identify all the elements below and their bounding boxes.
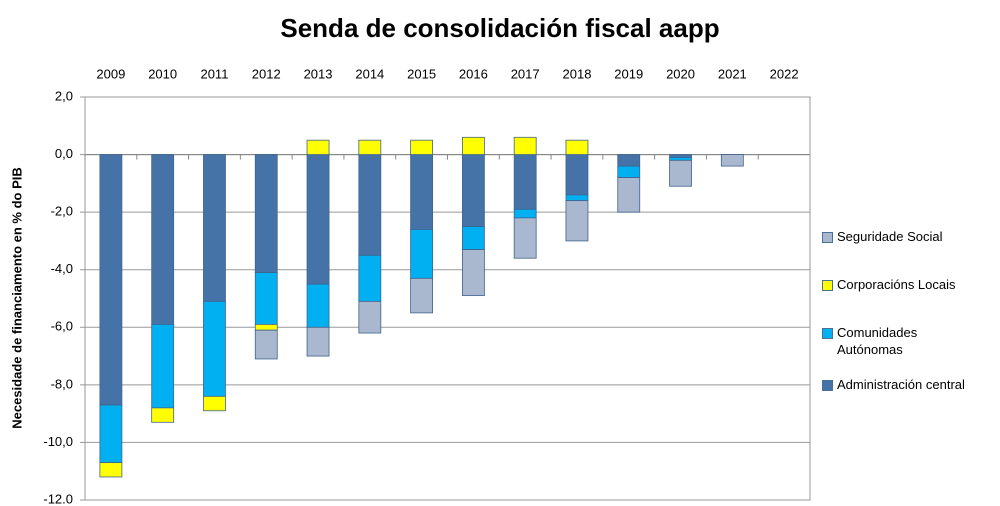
bar-segment	[565, 200, 589, 242]
bar-segment	[617, 154, 641, 167]
bar-segment	[461, 154, 485, 227]
bar-segment	[306, 283, 330, 328]
y-tick-label: -2,0	[51, 204, 73, 219]
chart-title: Senda de consolidación fiscal aapp	[280, 13, 719, 43]
x-tick-label: 2022	[770, 66, 799, 81]
legend-item: Administración central	[822, 376, 1000, 424]
bar-segment	[565, 154, 589, 196]
bar-segment	[254, 329, 278, 360]
x-tick-label: 2017	[511, 66, 540, 81]
bar-segment	[306, 154, 330, 285]
x-tick-label: 2009	[96, 66, 125, 81]
legend-swatch	[822, 232, 833, 243]
bar-segment	[99, 404, 123, 463]
legend-item: Comunidades Autónomas	[822, 324, 1000, 376]
y-tick-label: 2,0	[55, 88, 73, 103]
y-tick-label: 0,0	[55, 146, 73, 161]
bar-segment	[410, 277, 434, 314]
bar-segment	[99, 154, 123, 406]
y-tick-label: -4,0	[51, 261, 73, 276]
bar-segment	[720, 154, 744, 167]
x-tick-label: 2020	[666, 66, 695, 81]
bar-segment	[151, 324, 175, 409]
bar-segment	[565, 194, 589, 202]
legend-item: Seguridade Social	[822, 228, 1000, 276]
y-tick-label: -8,0	[51, 376, 73, 391]
bar-segment	[410, 229, 434, 279]
bar-segment	[306, 139, 330, 155]
bar-segment	[669, 157, 692, 161]
bar-segment	[617, 165, 641, 178]
y-tick-label: -6,0	[51, 319, 73, 334]
legend-swatch	[822, 380, 833, 391]
bar-segment	[203, 395, 226, 412]
x-tick-label: 2014	[355, 66, 384, 81]
bar-segment	[617, 177, 641, 213]
bar-segment	[461, 226, 485, 250]
legend-swatch	[822, 280, 833, 291]
legend-item: Corporacións Locais	[822, 276, 1000, 324]
bar-segment	[565, 139, 589, 155]
bar-segment	[513, 136, 537, 155]
bar-segment	[254, 272, 278, 325]
bar-segment	[461, 249, 485, 297]
bar-segment	[410, 139, 434, 155]
bar-segment	[461, 136, 485, 155]
bar-segment	[254, 154, 278, 273]
x-tick-label: 2016	[459, 66, 488, 81]
legend-label: Seguridade Social	[837, 229, 943, 244]
x-tick-label: 2012	[252, 66, 281, 81]
y-axis-label: Necesidade de financiamento en % do PIB	[9, 167, 24, 429]
legend-swatch	[822, 328, 833, 339]
bar-segment	[513, 154, 537, 210]
x-tick-label: 2015	[407, 66, 436, 81]
bar-segment	[203, 154, 226, 302]
legend: Seguridade Social Corporacións Locais Comu…	[822, 228, 1000, 424]
bar-segment	[513, 208, 537, 219]
bar-segment	[358, 300, 382, 334]
bar-segment	[410, 154, 434, 230]
bar-segment	[151, 154, 175, 325]
x-tick-label: 2013	[304, 66, 333, 81]
x-tick-label: 2018	[563, 66, 592, 81]
bar-segment	[358, 254, 382, 302]
bar-segment	[254, 324, 278, 331]
bar-segment	[99, 462, 123, 478]
bar-segment	[306, 326, 330, 357]
legend-label: Administración central	[837, 377, 965, 392]
bar-segment	[203, 300, 226, 397]
x-tick-label: 2021	[718, 66, 747, 81]
y-tick-label: -12.0	[43, 491, 73, 506]
x-tick-label: 2019	[614, 66, 643, 81]
legend-label: Corporacións Locais	[837, 277, 956, 292]
bar-segment	[669, 154, 692, 158]
x-tick-label: 2010	[148, 66, 177, 81]
x-tick-label: 2011	[200, 66, 228, 81]
bar-segment	[358, 139, 382, 155]
legend-label: Comunidades Autónomas	[837, 325, 918, 357]
bar-segment	[513, 217, 537, 259]
bar-segment	[669, 159, 692, 187]
bar-segment	[151, 407, 175, 423]
bar-segment	[358, 154, 382, 256]
y-tick-label: -10,0	[43, 434, 73, 449]
